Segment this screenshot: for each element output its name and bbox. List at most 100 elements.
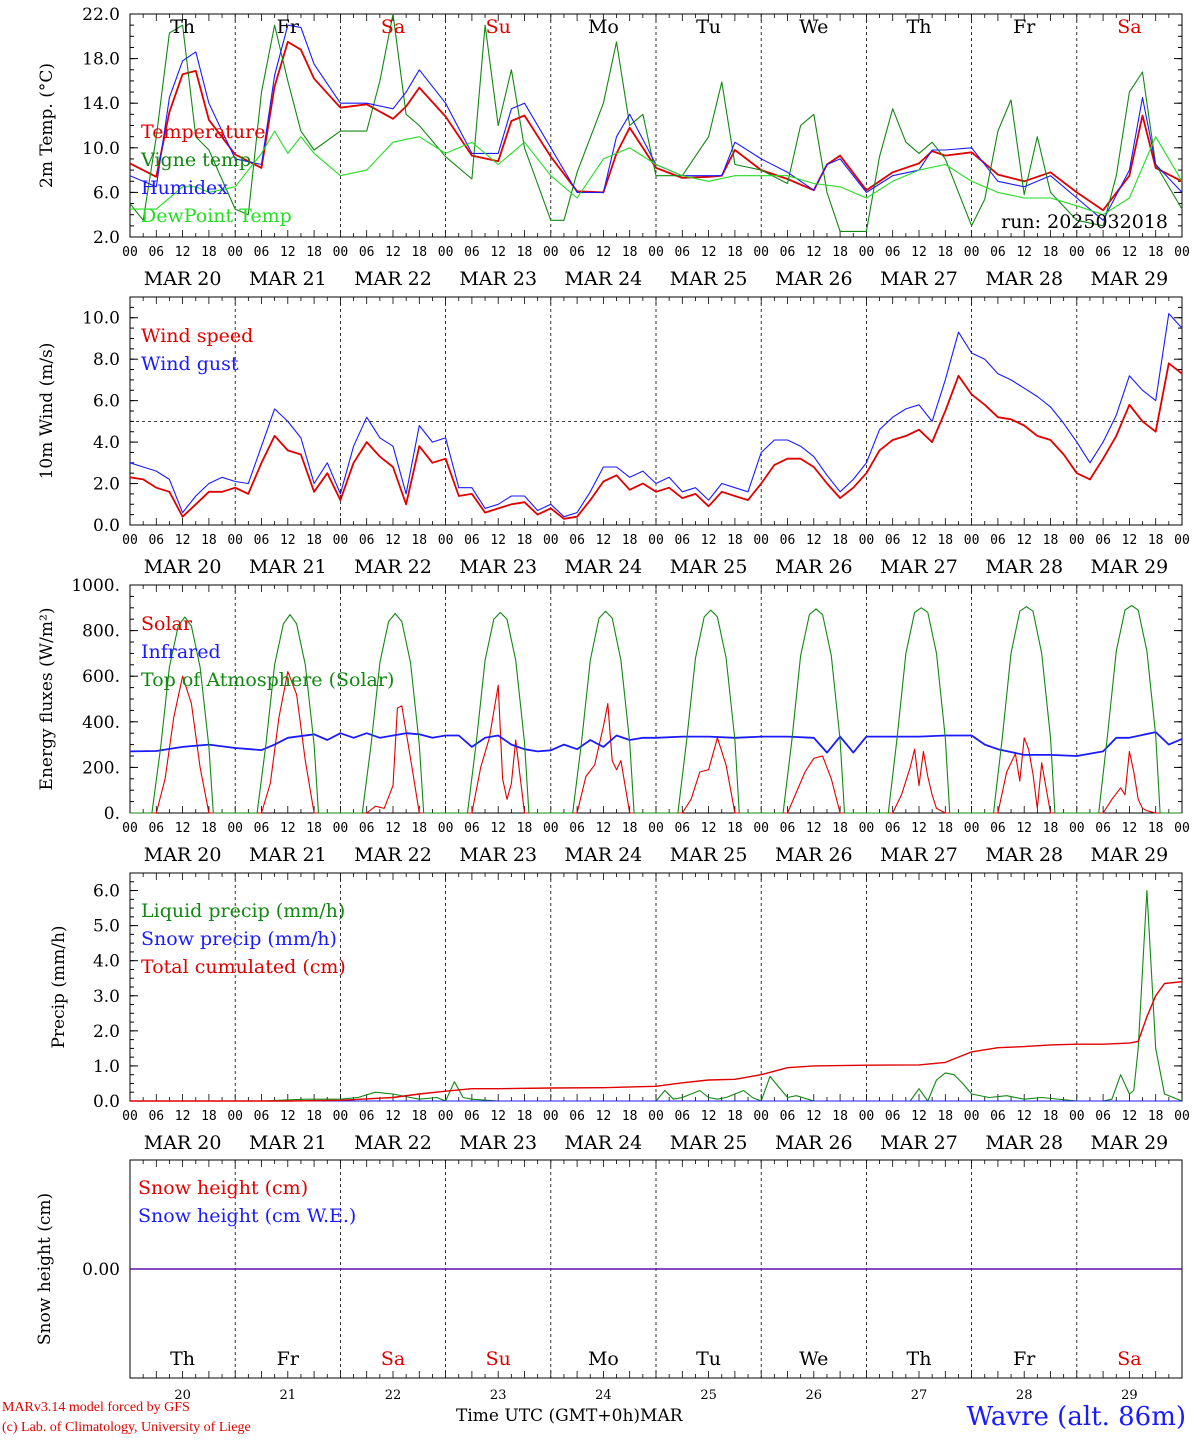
- y-tick-label: 2.0: [93, 475, 120, 495]
- weekday-label-bottom: Mo: [588, 1348, 619, 1370]
- hour-label: 00: [964, 1109, 980, 1124]
- hour-label: 06: [780, 533, 796, 548]
- panel-3: 1000. 800. 600. 400. 200. 0. Energy fluxes (W/…: [37, 576, 1190, 866]
- series-temperature: [129, 41, 1183, 212]
- day-label: MAR 26: [775, 1132, 853, 1154]
- hour-label: 06: [148, 1109, 164, 1124]
- hour-label: 00: [227, 1109, 243, 1124]
- y-tick-label: 400.: [82, 713, 120, 733]
- y-tick-label: 2.0: [93, 228, 120, 248]
- y-tick-label: 0.0: [93, 516, 120, 536]
- hour-label: 00: [438, 821, 454, 836]
- weekday-label-bottom: Su: [486, 1348, 511, 1370]
- hour-label: 00: [1174, 245, 1190, 260]
- y-tick-label: 6.0: [93, 882, 120, 902]
- hour-label: 18: [1148, 245, 1164, 260]
- y-tick-label: 10.0: [82, 309, 120, 329]
- day-label: MAR 27: [880, 556, 958, 578]
- y-tick-label: 22.0: [82, 5, 120, 25]
- hour-label: 06: [359, 1109, 375, 1124]
- panel-1: 22.0 18.0 14.0 10.0 6.0 2.0 2m Temp. (°C) 00 06 1…: [37, 5, 1190, 290]
- day-number: 24: [595, 1388, 612, 1403]
- run-label: run: 2025032018: [1001, 211, 1168, 233]
- hour-label: 00: [859, 245, 875, 260]
- hour-label: 12: [490, 533, 506, 548]
- hour-label: 12: [175, 245, 191, 260]
- day-label: MAR 28: [985, 268, 1063, 290]
- hour-label: 18: [1043, 821, 1059, 836]
- hour-label: 12: [1122, 245, 1138, 260]
- hour-label: 12: [385, 1109, 401, 1124]
- hour-label: 00: [964, 245, 980, 260]
- hour-label: 00: [753, 245, 769, 260]
- hour-label: 00: [1174, 1109, 1190, 1124]
- hour-label: 00: [859, 533, 875, 548]
- weekday-label: Sa: [1117, 16, 1141, 38]
- series-top-of-atmosphere-solar-: [130, 604, 1182, 814]
- hour-label: 18: [1043, 1109, 1059, 1124]
- hour-label: 18: [201, 821, 217, 836]
- hour-label: 12: [806, 245, 822, 260]
- hour-label: 00: [964, 533, 980, 548]
- legend-entry: Infrared: [141, 641, 221, 663]
- hour-label: 00: [648, 1109, 664, 1124]
- series-total-cumulated-cm-: [130, 981, 1183, 1102]
- hour-label: 12: [701, 533, 717, 548]
- day-label: MAR 20: [144, 1132, 222, 1154]
- hour-label: 18: [201, 245, 217, 260]
- day-label: MAR 29: [1091, 268, 1169, 290]
- lab-credit: (c) Lab. of Climatology, University of L…: [2, 1420, 251, 1435]
- day-label: MAR 22: [354, 268, 432, 290]
- series-humidex: [129, 24, 1183, 221]
- hour-label: 12: [911, 1109, 927, 1124]
- hour-label: 18: [1043, 245, 1059, 260]
- y-tick-label: 0.: [104, 804, 120, 824]
- day-label: MAR 24: [565, 556, 643, 578]
- hour-label: 12: [175, 821, 191, 836]
- hour-label: 18: [832, 533, 848, 548]
- y-tick-label: 4.0: [93, 952, 120, 972]
- legend-entry: Snow height (cm W.E.): [138, 1205, 356, 1227]
- hour-label: 00: [753, 821, 769, 836]
- time-axis-label: Time UTC (GMT+0h)MAR: [456, 1406, 683, 1426]
- day-label: MAR 22: [354, 1132, 432, 1154]
- weekday-label: Fr: [277, 16, 300, 38]
- day-label: MAR 25: [670, 1132, 748, 1154]
- hour-label: 12: [596, 1109, 612, 1124]
- legend-entry: Snow precip (mm/h): [141, 928, 337, 950]
- hour-label: 12: [490, 245, 506, 260]
- day-label: MAR 25: [670, 268, 748, 290]
- day-label: MAR 23: [459, 844, 537, 866]
- hour-label: 00: [333, 821, 349, 836]
- day-label: MAR 29: [1091, 844, 1169, 866]
- hour-label: 12: [1016, 1109, 1032, 1124]
- hour-label: 12: [911, 821, 927, 836]
- hour-label: 00: [333, 533, 349, 548]
- hour-label: 00: [1174, 533, 1190, 548]
- weekday-label: Th: [907, 16, 932, 38]
- hour-label: 06: [254, 245, 270, 260]
- hour-label: 12: [280, 1109, 296, 1124]
- day-label: MAR 25: [670, 556, 748, 578]
- hour-label: 12: [280, 821, 296, 836]
- hour-label: 18: [411, 1109, 427, 1124]
- day-number: 26: [806, 1388, 823, 1403]
- hour-label: 00: [438, 533, 454, 548]
- hour-label: 12: [385, 245, 401, 260]
- hour-label: 00: [543, 245, 559, 260]
- day-label: MAR 26: [775, 556, 853, 578]
- hour-label: 00: [1174, 821, 1190, 836]
- hour-label: 06: [885, 245, 901, 260]
- series-wind-gust: [129, 313, 1183, 518]
- hour-label: 06: [780, 1109, 796, 1124]
- legend-entry: DewPoint Temp: [141, 205, 292, 227]
- time-axis-title: Time UTC (GMT+0h): [456, 1406, 641, 1426]
- hour-label: 18: [832, 245, 848, 260]
- legend-entry: Total cumulated (cm): [141, 956, 346, 978]
- hour-label: 06: [569, 245, 585, 260]
- hour-label: 12: [806, 821, 822, 836]
- hour-label: 12: [1016, 533, 1032, 548]
- hour-label: 06: [885, 1109, 901, 1124]
- hour-label: 12: [701, 1109, 717, 1124]
- y-tick-label: 14.0: [82, 94, 120, 114]
